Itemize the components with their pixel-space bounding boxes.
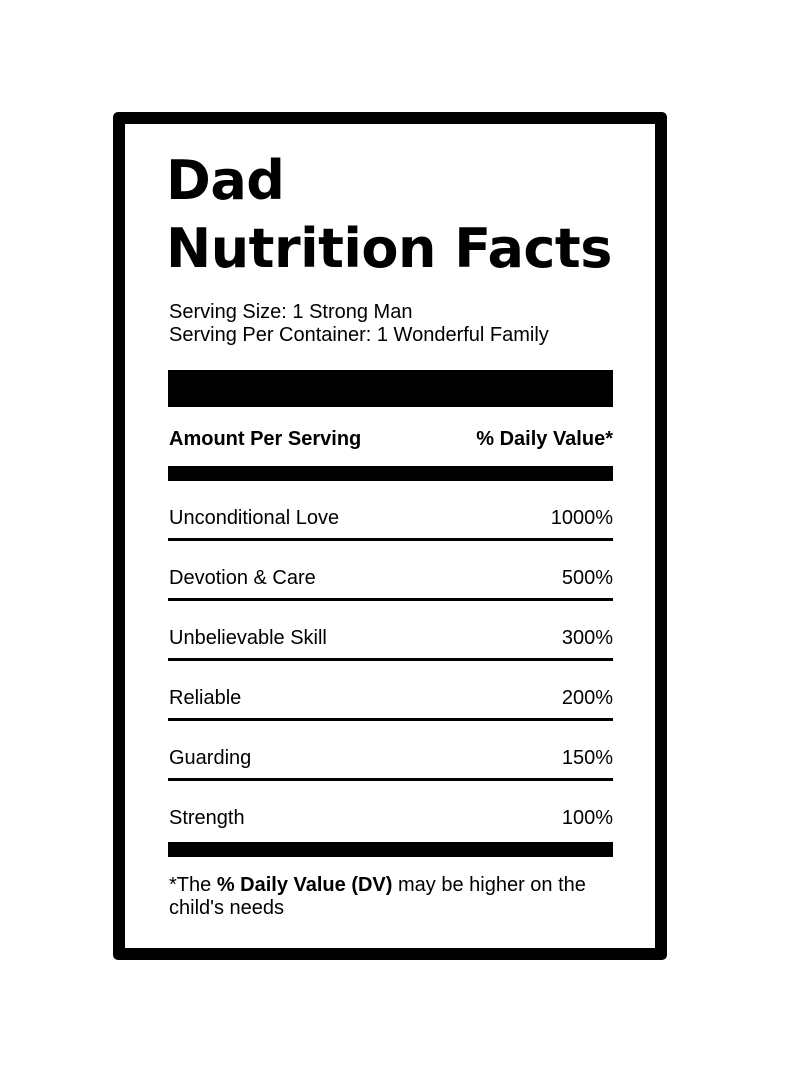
footnote: *The % Daily Value (DV) may be higher on… xyxy=(169,874,619,920)
nutrient-name: Reliable xyxy=(169,687,242,709)
footnote-suffix: may be higher on the child's needs xyxy=(169,874,586,919)
title-line-2: Nutrition Facts xyxy=(166,217,612,280)
nutrient-row: Unconditional Love 1000% xyxy=(168,481,613,541)
footnote-prefix: *The xyxy=(169,874,217,896)
nutrient-value: 1000% xyxy=(550,507,613,529)
nutrient-name: Unbelievable Skill xyxy=(169,627,327,649)
nutrient-row: Reliable 200% xyxy=(168,661,613,721)
nutrient-name: Guarding xyxy=(169,747,252,769)
nutrient-name: Devotion & Care xyxy=(169,567,316,589)
daily-value-label: % Daily Value* xyxy=(476,428,613,450)
nutrient-name: Unconditional Love xyxy=(169,507,340,529)
nutrient-row: Guarding 150% xyxy=(168,721,613,781)
bottom-divider xyxy=(168,842,613,857)
nutrient-name: Strength xyxy=(169,807,245,829)
nutrient-value: 150% xyxy=(561,747,613,769)
nutrient-row: Unbelievable Skill 300% xyxy=(168,601,613,661)
nutrition-label-frame xyxy=(113,112,667,960)
nutrient-list: Unconditional Love 1000% Devotion & Care… xyxy=(168,481,613,841)
title-line-1: Dad xyxy=(166,149,285,212)
label-title: Dad Nutrition Facts xyxy=(166,147,612,283)
nutrient-value: 300% xyxy=(561,627,613,649)
footnote-emphasis: % Daily Value (DV) xyxy=(216,874,393,896)
nutrient-value: 500% xyxy=(561,567,613,589)
serving-info: Serving Size: 1 Strong Man Serving Per C… xyxy=(169,301,549,347)
amount-header-row: Amount Per Serving % Daily Value* xyxy=(169,427,613,451)
nutrient-value: 100% xyxy=(561,807,613,829)
nutrient-value: 200% xyxy=(561,687,613,709)
amount-per-serving-label: Amount Per Serving xyxy=(169,428,362,450)
serving-size: Serving Size: 1 Strong Man xyxy=(169,301,413,323)
servings-per-container: Serving Per Container: 1 Wonderful Famil… xyxy=(169,324,549,346)
nutrient-row: Devotion & Care 500% xyxy=(168,541,613,601)
medium-divider xyxy=(168,466,613,481)
thick-divider xyxy=(168,370,613,407)
nutrient-row: Strength 100% xyxy=(168,781,613,841)
